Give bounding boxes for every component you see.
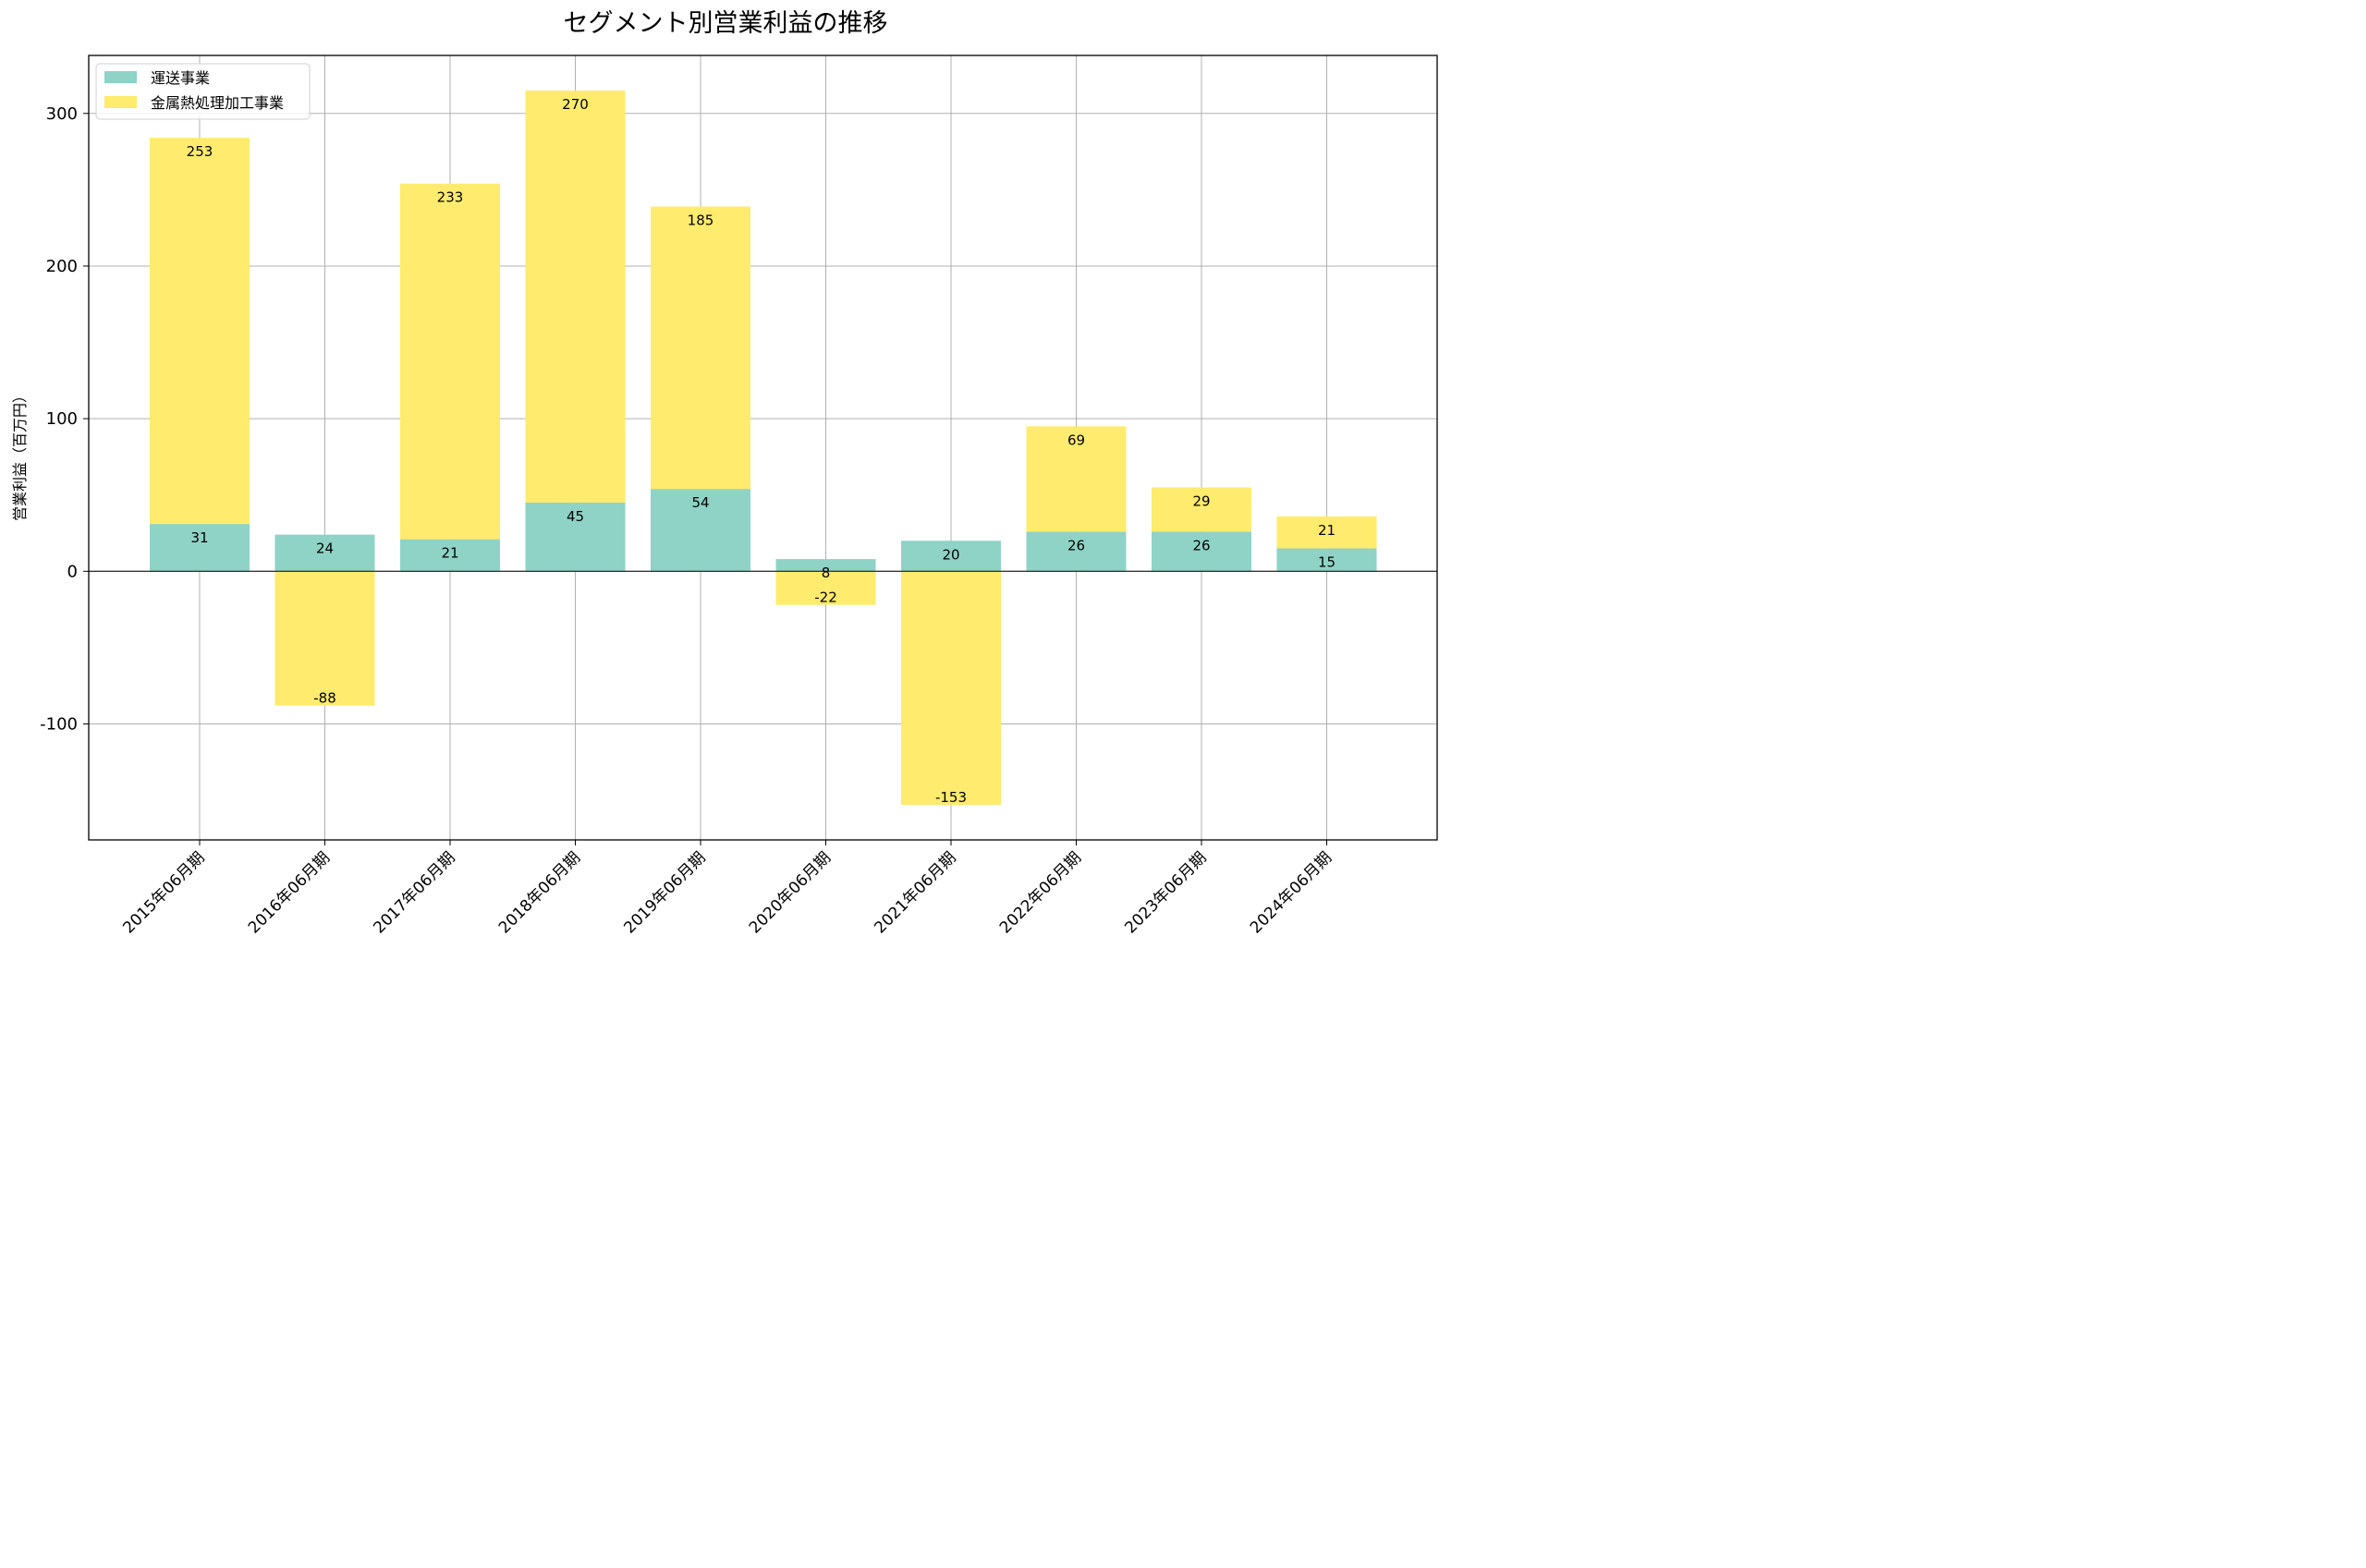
data-label: -153: [935, 789, 967, 806]
bar-segment-series-1: [525, 502, 626, 572]
data-label: -88: [313, 690, 336, 707]
x-tick-label: 2020年06月期: [746, 848, 835, 937]
bar-segment-series-2: [400, 183, 500, 540]
x-tick-label: 2016年06月期: [245, 848, 334, 937]
bar-segment-series-2: [150, 138, 250, 525]
x-tick-label: 2021年06月期: [871, 848, 959, 937]
data-label: 45: [567, 508, 584, 525]
y-tick-label: 200: [46, 257, 78, 276]
bar-segment-series-1: [150, 524, 250, 572]
plot-frame: [88, 55, 1438, 841]
data-label: 26: [1067, 537, 1085, 553]
legend-swatch: [104, 96, 137, 108]
data-label: 253: [187, 143, 213, 160]
bar-segment-series-2: [1026, 426, 1127, 532]
bar-segment-series-1: [1276, 548, 1377, 572]
bar-segment-series-2: [525, 90, 626, 503]
data-label: 31: [190, 529, 208, 546]
data-label: 15: [1318, 554, 1335, 571]
data-label: 21: [1318, 522, 1335, 539]
bar-segment-series-2: [1152, 487, 1251, 532]
stacked-bar-chart: セグメント別営業利益の推移 31 24 21 45 54 8 20 26 26 15 253 -88 2…: [11, 9, 1438, 937]
bars: [150, 90, 1377, 806]
data-label: 21: [441, 545, 458, 562]
y-tick-label: 100: [46, 409, 78, 429]
data-label: 26: [1192, 537, 1210, 553]
grid-lines: [89, 55, 1437, 840]
data-label: 233: [437, 189, 464, 206]
bar-segment-series-1: [1152, 531, 1251, 572]
data-label: -22: [814, 590, 837, 606]
bar-segment-series-1: [651, 489, 750, 572]
bar-segment-series-1: [901, 541, 1001, 572]
bar-segment-series-2: [274, 571, 375, 706]
x-tick-label: 2022年06月期: [996, 848, 1085, 937]
bar-segment-series-1: [400, 539, 500, 572]
bar-segment-series-1: [274, 534, 375, 572]
bar-segment-series-2: [775, 571, 876, 605]
x-tick-label: 2024年06月期: [1247, 848, 1335, 937]
data-label: 185: [688, 213, 714, 229]
y-tick-label: 300: [46, 104, 78, 124]
data-label: 24: [316, 541, 334, 557]
bar-segment-series-1: [775, 559, 876, 572]
x-tick-label: 2017年06月期: [370, 848, 458, 937]
legend-label: 金属熱処理加工事業: [151, 94, 284, 112]
chart: セグメント別営業利益の推移 31 24 21 45 54 8 20 26 26 15 253 -88 2…: [0, 0, 1449, 960]
x-tick-label: 2019年06月期: [620, 848, 709, 937]
x-tick-label: 2018年06月期: [495, 848, 584, 937]
chart-title: セグメント別営業利益の推移: [564, 9, 888, 38]
bar-segment-series-2: [651, 206, 750, 490]
legend-swatch: [104, 71, 137, 83]
bar-segment-series-1: [1026, 531, 1127, 572]
legend-label: 運送事業: [151, 69, 210, 87]
data-label: 270: [562, 96, 589, 113]
data-label: 8: [822, 565, 831, 581]
data-labels: 31 24 21 45 54 8 20 26 26 15 253 -88 233 270 185 -22 -15…: [187, 96, 1335, 806]
bar-segment-series-2: [1276, 516, 1377, 549]
data-label: 29: [1192, 492, 1210, 509]
y-axis-label: 営業利益（百万円）: [11, 388, 29, 521]
data-label: 69: [1067, 432, 1085, 448]
data-label: 54: [691, 494, 709, 511]
data-label: 20: [942, 546, 959, 563]
x-tick-label: 2015年06月期: [119, 848, 208, 937]
y-tick-label: -100: [40, 714, 78, 734]
y-tick-label: 0: [67, 562, 78, 581]
bar-segment-series-2: [901, 571, 1001, 806]
legend-box: [95, 63, 311, 120]
x-tick-label: 2023年06月期: [1121, 848, 1210, 937]
